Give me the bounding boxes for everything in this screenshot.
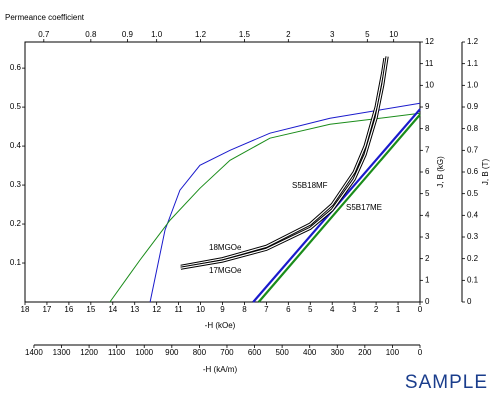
x-tick-label: 13 bbox=[130, 305, 139, 314]
x-tick-label: 12 bbox=[152, 305, 161, 314]
y-tick-label: 4 bbox=[425, 210, 430, 219]
y2-tick-label: 0.8 bbox=[467, 124, 479, 133]
left-y-tick-label: 0.2 bbox=[10, 219, 22, 228]
x2-tick-label: 200 bbox=[358, 348, 372, 357]
permeance-tick-label: 0.9 bbox=[122, 30, 134, 39]
x2-tick-label: 800 bbox=[193, 348, 207, 357]
y-tick-label: 3 bbox=[425, 232, 430, 241]
y2-tick-label: 0.4 bbox=[467, 210, 479, 219]
x2-tick-label: 1200 bbox=[80, 348, 98, 357]
series-label: 18MGOe bbox=[209, 243, 242, 252]
series-label: S5B18MF bbox=[292, 181, 328, 190]
chart-title: Permeance coefficient bbox=[5, 13, 85, 22]
permeance-tick-label: 5 bbox=[365, 30, 370, 39]
x-tick-label: 8 bbox=[242, 305, 247, 314]
x2-tick-label: 1100 bbox=[108, 348, 126, 357]
y-tick-label: 2 bbox=[425, 254, 430, 263]
left-y-tick-label: 0.6 bbox=[10, 63, 22, 72]
x2-tick-label: 600 bbox=[248, 348, 262, 357]
x-tick-label: 1 bbox=[396, 305, 401, 314]
x-tick-label: 2 bbox=[374, 305, 379, 314]
y2-tick-label: 1.0 bbox=[467, 80, 479, 89]
x2-tick-label: 700 bbox=[220, 348, 234, 357]
y-tick-label: 5 bbox=[425, 189, 430, 198]
x2-tick-label: 1300 bbox=[53, 348, 71, 357]
permeance-tick-label: 1.2 bbox=[195, 30, 207, 39]
x2-tick-label: 300 bbox=[331, 348, 345, 357]
y-tick-label: 7 bbox=[425, 145, 430, 154]
x-tick-label: 11 bbox=[174, 305, 183, 314]
y-tick-label: 9 bbox=[425, 102, 430, 111]
y-tick-label: 0 bbox=[425, 297, 430, 306]
watermark: SAMPLE bbox=[405, 372, 488, 393]
x-tick-label: 0 bbox=[418, 305, 423, 314]
permeance-tick-label: 0.7 bbox=[38, 30, 50, 39]
y2-tick-label: 1.2 bbox=[467, 37, 479, 46]
y2-tick-label: 1.1 bbox=[467, 59, 479, 68]
left-y-tick-label: 0.5 bbox=[10, 102, 22, 111]
y-tick-label: 12 bbox=[425, 37, 434, 46]
x-tick-label: 4 bbox=[330, 305, 335, 314]
x-tick-label: 16 bbox=[64, 305, 73, 314]
x2-tick-label: 1000 bbox=[135, 348, 153, 357]
y2-tick-label: 0.6 bbox=[467, 167, 479, 176]
y-axis-label: J, B (kG) bbox=[436, 156, 445, 188]
curve bbox=[257, 113, 421, 303]
series-label: S5B17ME bbox=[346, 203, 382, 212]
curve bbox=[109, 112, 421, 303]
x2-tick-label: 400 bbox=[303, 348, 317, 357]
left-y-tick-label: 0.4 bbox=[10, 141, 22, 150]
bh-curve bbox=[180, 58, 387, 268]
permeance-tick-label: 10 bbox=[389, 30, 398, 39]
left-y-tick-label: 0.3 bbox=[10, 180, 22, 189]
x-axis-label: -H (kOe) bbox=[205, 321, 236, 330]
bh-curve-inner bbox=[180, 58, 386, 267]
x-tick-label: 14 bbox=[108, 305, 117, 314]
x-tick-label: 18 bbox=[21, 305, 30, 314]
permeance-tick-label: 3 bbox=[330, 30, 335, 39]
y2-tick-label: 0.1 bbox=[467, 275, 479, 284]
y2-tick-label: 0.5 bbox=[467, 189, 479, 198]
y-tick-label: 11 bbox=[425, 59, 434, 68]
x2-axis-label: -H (kA/m) bbox=[203, 365, 238, 374]
permeance-tick-label: 2 bbox=[286, 30, 291, 39]
series-label: 17MGOe bbox=[209, 266, 242, 275]
y-tick-label: 1 bbox=[425, 275, 430, 284]
x-tick-label: 7 bbox=[264, 305, 269, 314]
permeance-tick-label: 1.5 bbox=[239, 30, 251, 39]
y2-tick-label: 0.2 bbox=[467, 254, 479, 263]
x2-tick-label: 0 bbox=[418, 348, 423, 357]
x2-tick-label: 500 bbox=[275, 348, 289, 357]
y-tick-label: 6 bbox=[425, 167, 430, 176]
y-tick-label: 8 bbox=[425, 124, 430, 133]
x-tick-label: 3 bbox=[352, 305, 357, 314]
y2-tick-label: 0 bbox=[467, 297, 472, 306]
y2-tick-label: 0.7 bbox=[467, 145, 479, 154]
x-tick-label: 10 bbox=[196, 305, 205, 314]
x-tick-label: 9 bbox=[220, 305, 225, 314]
x-tick-label: 6 bbox=[286, 305, 291, 314]
permeance-tick-label: 0.8 bbox=[85, 30, 97, 39]
y-tick-label: 10 bbox=[425, 80, 434, 89]
x-tick-label: 5 bbox=[308, 305, 313, 314]
plot-frame bbox=[24, 41, 421, 303]
x2-tick-label: 1400 bbox=[25, 348, 43, 357]
x2-tick-label: 100 bbox=[386, 348, 400, 357]
bh-curve-inner bbox=[180, 56, 388, 269]
left-y-tick-label: 0.1 bbox=[10, 258, 22, 267]
x-tick-label: 17 bbox=[42, 305, 51, 314]
y2-axis-label: J, B (T) bbox=[481, 159, 490, 186]
x2-tick-label: 900 bbox=[165, 348, 179, 357]
permeance-tick-label: 1.0 bbox=[151, 30, 163, 39]
y2-tick-label: 0.9 bbox=[467, 102, 479, 111]
y2-tick-label: 0.3 bbox=[467, 232, 479, 241]
x-tick-label: 15 bbox=[86, 305, 95, 314]
